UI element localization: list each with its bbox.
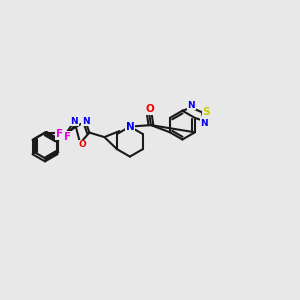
Text: F: F <box>56 129 63 139</box>
Text: S: S <box>203 107 210 117</box>
Text: N: N <box>188 101 195 110</box>
Text: O: O <box>79 140 86 149</box>
Text: N: N <box>82 117 89 126</box>
Text: N: N <box>125 122 134 132</box>
Text: N: N <box>70 117 78 126</box>
Text: F: F <box>64 132 71 142</box>
Text: N: N <box>200 119 208 128</box>
Text: O: O <box>145 104 154 114</box>
Text: F: F <box>56 129 63 140</box>
